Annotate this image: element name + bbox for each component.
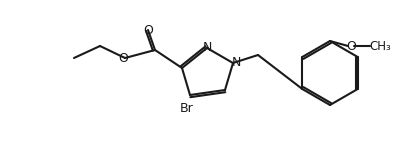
Text: N: N (202, 41, 212, 54)
Text: Br: Br (180, 102, 194, 116)
Text: CH₃: CH₃ (369, 40, 391, 52)
Text: O: O (118, 51, 128, 65)
Text: O: O (346, 40, 356, 52)
Text: O: O (143, 24, 153, 36)
Text: N: N (231, 56, 241, 69)
